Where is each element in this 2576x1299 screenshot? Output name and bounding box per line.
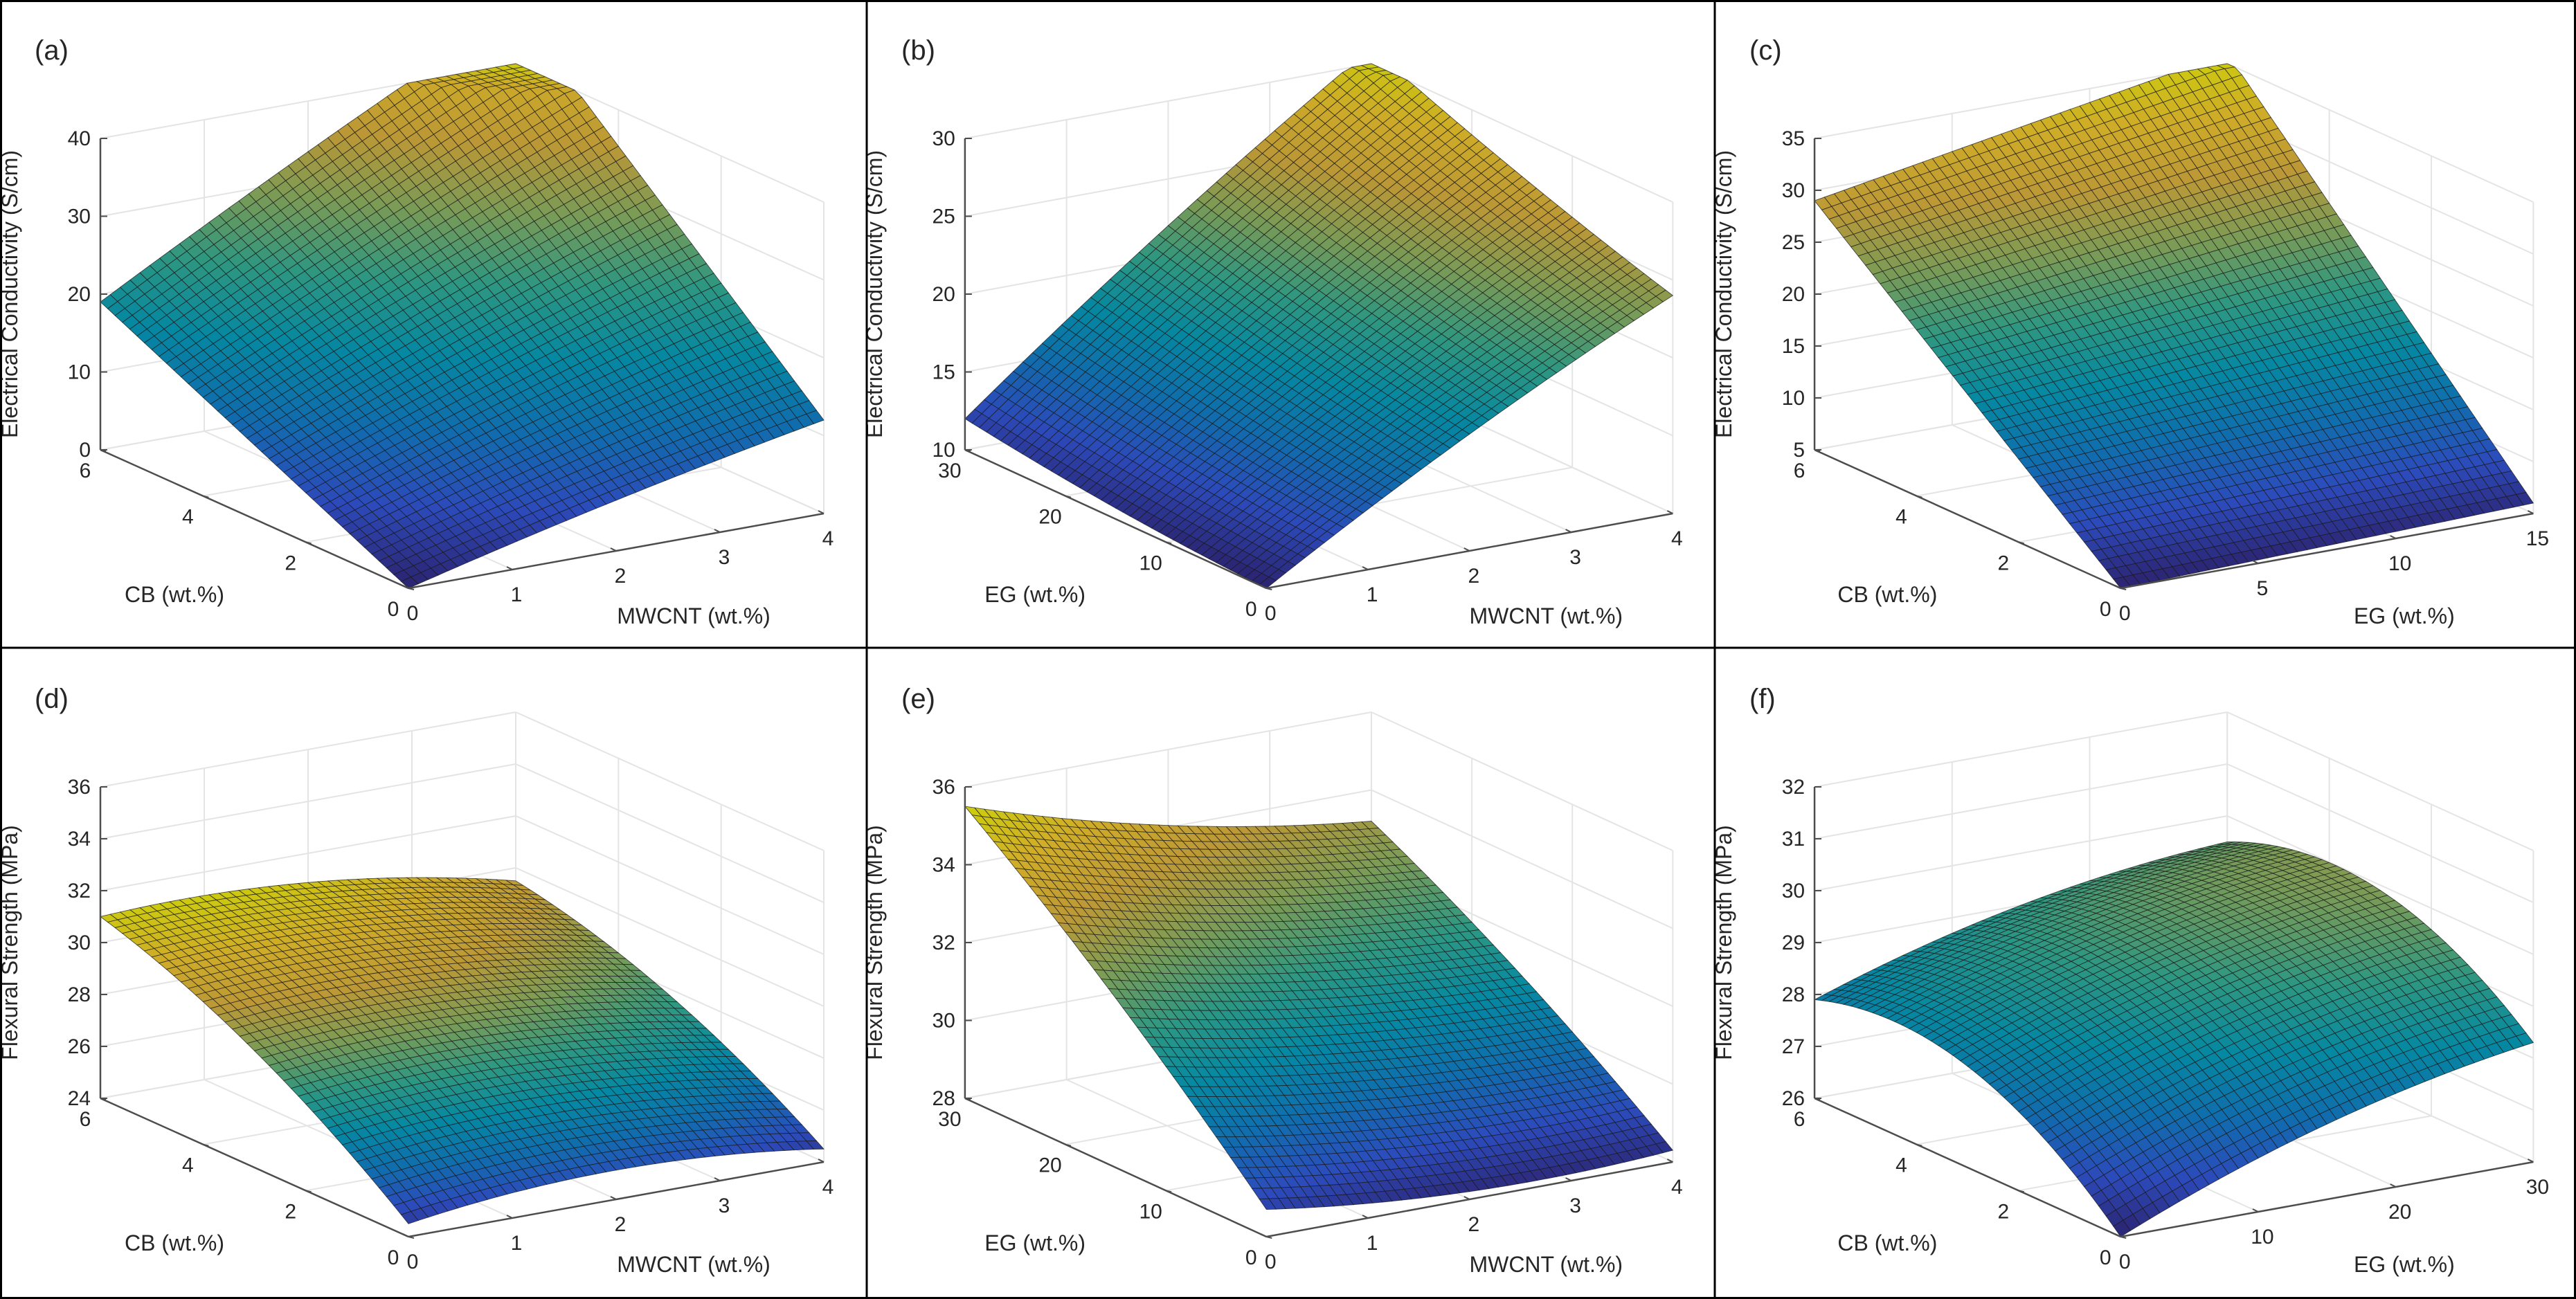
y-tick-label: 20 [1038,506,1061,529]
y-tick-label: 4 [182,506,194,529]
z-tick-label: 25 [932,206,955,228]
y-tick-label: 0 [388,598,399,621]
x-tick-label: 2 [615,565,627,588]
y-tick-label: 6 [80,460,91,482]
panel-label: (b) [901,35,935,66]
z-tick-label: 0 [79,439,91,462]
x-tick-label: 1 [511,583,523,606]
z-tick-label: 30 [68,206,91,228]
z-tick-label: 20 [68,283,91,306]
z-tick-label: 10 [932,439,955,462]
z-tick-label: 30 [932,127,955,150]
y-tick-label: 2 [285,552,296,574]
y-tick-label: 10 [1139,552,1162,574]
x-axis-label: MWCNT (wt.%) [617,603,771,628]
z-tick-label: 10 [68,361,91,384]
panel-label: (a) [35,35,69,66]
z-tick-label: 40 [68,127,91,150]
x-tick-label: 0 [407,602,419,625]
y-tick-label: 0 [1245,598,1257,621]
x-tick-label: 3 [1569,546,1581,569]
z-tick-label: 15 [932,361,955,384]
z-tick-label: 20 [932,283,955,306]
x-tick-label: 4 [1671,527,1683,550]
x-tick-label: 4 [822,527,834,550]
z-axis-label: Electrical Conductivity (S/cm) [862,150,887,438]
x-axis-label: MWCNT (wt.%) [1469,603,1623,628]
x-tick-label: 1 [1367,583,1378,606]
z-axis-label: Electrical Conductivity (S/cm) [0,150,22,438]
y-axis-label: CB (wt.%) [125,582,224,607]
x-tick-label: 0 [1265,602,1277,625]
x-tick-label: 2 [1468,565,1479,588]
x-tick-label: 3 [719,546,730,569]
y-tick-label: 30 [938,460,961,482]
surface [100,63,825,589]
y-axis-label: EG (wt.%) [984,582,1086,607]
